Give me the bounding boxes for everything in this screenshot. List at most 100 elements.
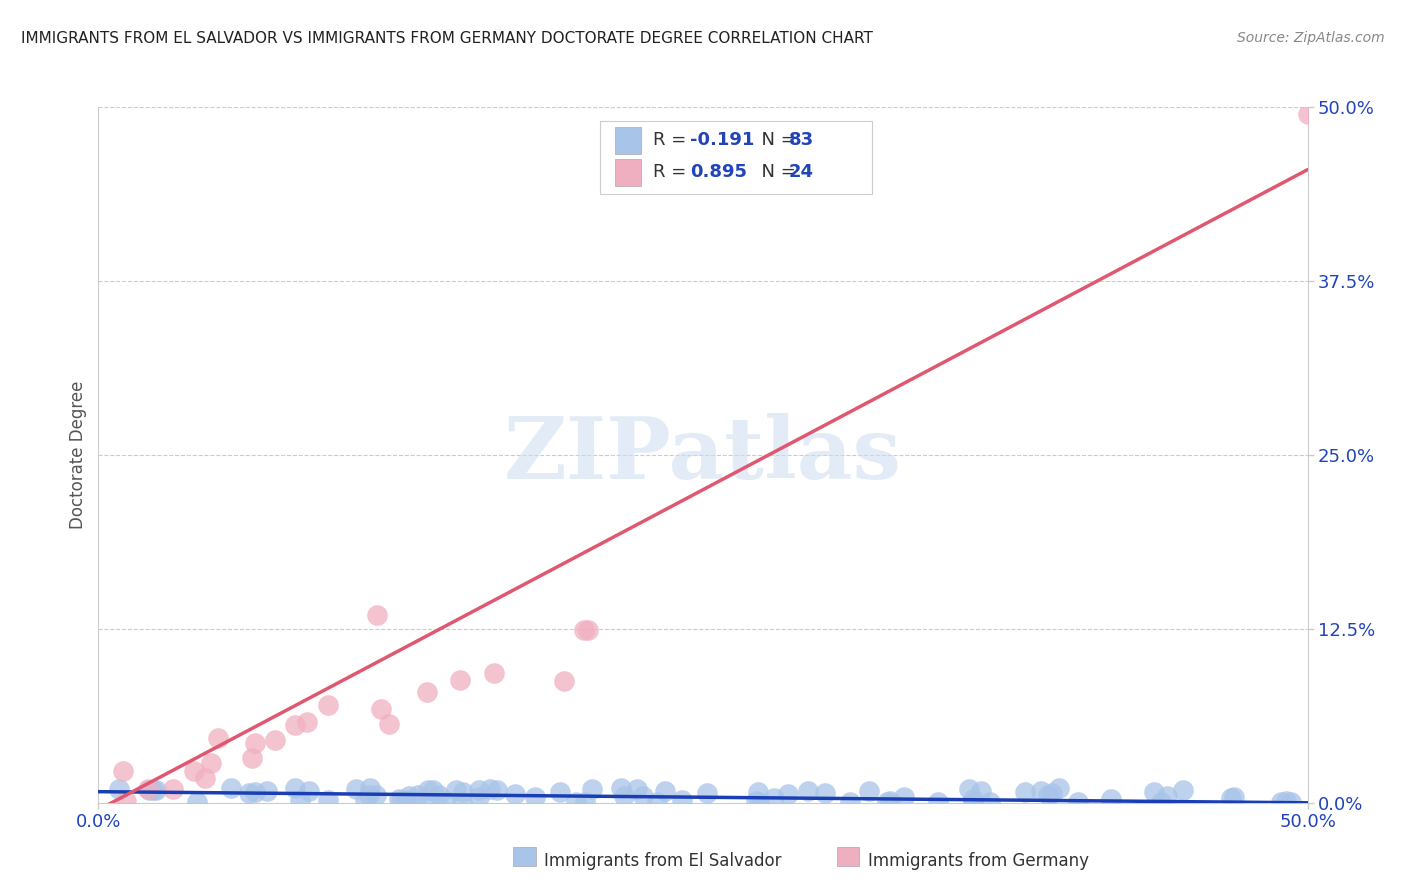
Point (427, 788, 450, 802)
Point (108, 782, 131, 797)
Point (298, 784, 321, 798)
Point (142, 782, 165, 797)
Point (1014, 785, 1036, 799)
Point (479, 781, 502, 796)
Text: IMMIGRANTS FROM EL SALVADOR VS IMMIGRANTS FROM GERMANY DOCTORATE DEGREE CORRELAT: IMMIGRANTS FROM EL SALVADOR VS IMMIGRANT… (21, 31, 873, 46)
Text: -0.191: -0.191 (690, 131, 754, 150)
Point (1149, 795, 1171, 809)
Point (221, 781, 243, 796)
Point (613, 789, 636, 804)
Text: Immigrants from Germany: Immigrants from Germany (868, 852, 1088, 870)
Point (240, 751, 263, 765)
Point (1171, 782, 1194, 797)
Point (243, 735, 266, 749)
Point (1047, 781, 1070, 796)
Point (136, 781, 159, 796)
Point (1279, 795, 1302, 809)
Point (449, 673, 471, 687)
Point (893, 789, 915, 804)
Point (1296, 107, 1319, 121)
Point (797, 784, 820, 798)
Point (366, 789, 388, 803)
Y-axis label: Doctorate Degree: Doctorate Degree (69, 381, 87, 529)
Point (962, 792, 984, 806)
Point (284, 780, 307, 795)
Point (418, 783, 440, 797)
Point (207, 731, 229, 745)
Point (1143, 785, 1166, 799)
Point (344, 782, 367, 797)
Text: N =: N = (751, 163, 801, 181)
Text: ZIPatlas: ZIPatlas (503, 413, 903, 497)
Point (1156, 789, 1178, 803)
Point (1036, 788, 1059, 802)
Point (377, 717, 399, 731)
Point (138, 782, 160, 797)
Point (1219, 791, 1241, 805)
Point (145, 783, 167, 797)
Point (1029, 783, 1052, 797)
Point (633, 789, 655, 804)
Point (115, 794, 138, 808)
Point (581, 782, 603, 797)
Point (962, 795, 984, 809)
Point (776, 788, 799, 802)
Text: R =: R = (654, 163, 692, 181)
Point (186, 795, 208, 809)
Point (468, 782, 491, 797)
Point (422, 783, 444, 797)
Point (316, 698, 339, 712)
FancyBboxPatch shape (614, 128, 641, 153)
Text: N =: N = (751, 131, 801, 150)
FancyBboxPatch shape (614, 159, 641, 186)
Point (813, 786, 835, 800)
Point (238, 786, 260, 800)
Point (451, 785, 474, 799)
Point (486, 783, 509, 797)
Point (763, 791, 786, 805)
Point (416, 684, 439, 698)
Text: 0.895: 0.895 (690, 163, 747, 181)
Point (979, 795, 1001, 809)
Point (357, 788, 380, 802)
Point (879, 794, 901, 808)
Point (696, 786, 718, 800)
Text: Source: ZipAtlas.com: Source: ZipAtlas.com (1237, 31, 1385, 45)
Point (359, 780, 381, 795)
Point (858, 784, 880, 798)
Point (316, 792, 339, 806)
Point (194, 771, 217, 785)
Point (200, 756, 222, 771)
Text: 24: 24 (789, 163, 814, 181)
Point (524, 789, 547, 804)
Point (416, 795, 439, 809)
Point (576, 623, 599, 637)
Point (1066, 795, 1088, 809)
Point (111, 764, 134, 778)
Point (434, 794, 457, 808)
Text: 83: 83 (789, 131, 814, 150)
Point (838, 795, 860, 809)
Point (574, 795, 596, 809)
Point (389, 794, 412, 808)
Point (162, 782, 184, 797)
Point (572, 623, 595, 637)
Point (548, 785, 571, 799)
Point (354, 792, 377, 806)
Point (927, 795, 949, 809)
Point (395, 793, 418, 807)
Point (747, 784, 769, 798)
Point (610, 780, 633, 795)
Text: Immigrants from El Salvador: Immigrants from El Salvador (544, 852, 782, 870)
Point (243, 785, 266, 799)
Point (370, 701, 392, 715)
Point (654, 784, 676, 798)
Point (1275, 794, 1298, 808)
Point (970, 784, 993, 798)
Point (451, 795, 474, 809)
Point (626, 781, 648, 796)
FancyBboxPatch shape (600, 121, 872, 194)
Point (297, 715, 319, 730)
Point (444, 782, 467, 797)
Point (1099, 792, 1122, 806)
